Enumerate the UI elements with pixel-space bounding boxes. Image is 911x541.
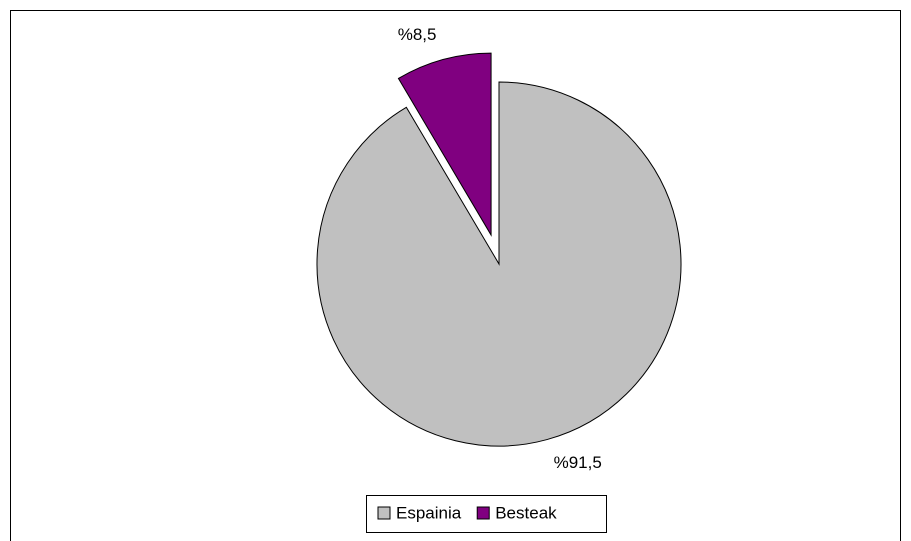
- legend-label: Besteak: [495, 503, 557, 522]
- legend-swatch: [476, 506, 490, 520]
- pie-slice: [316, 81, 682, 447]
- pie-slice: [397, 52, 492, 237]
- legend-swatch: [377, 506, 391, 520]
- legend-label: Espainia: [396, 503, 462, 522]
- data-label: %91,5: [554, 453, 602, 472]
- data-label: %8,5: [398, 25, 437, 44]
